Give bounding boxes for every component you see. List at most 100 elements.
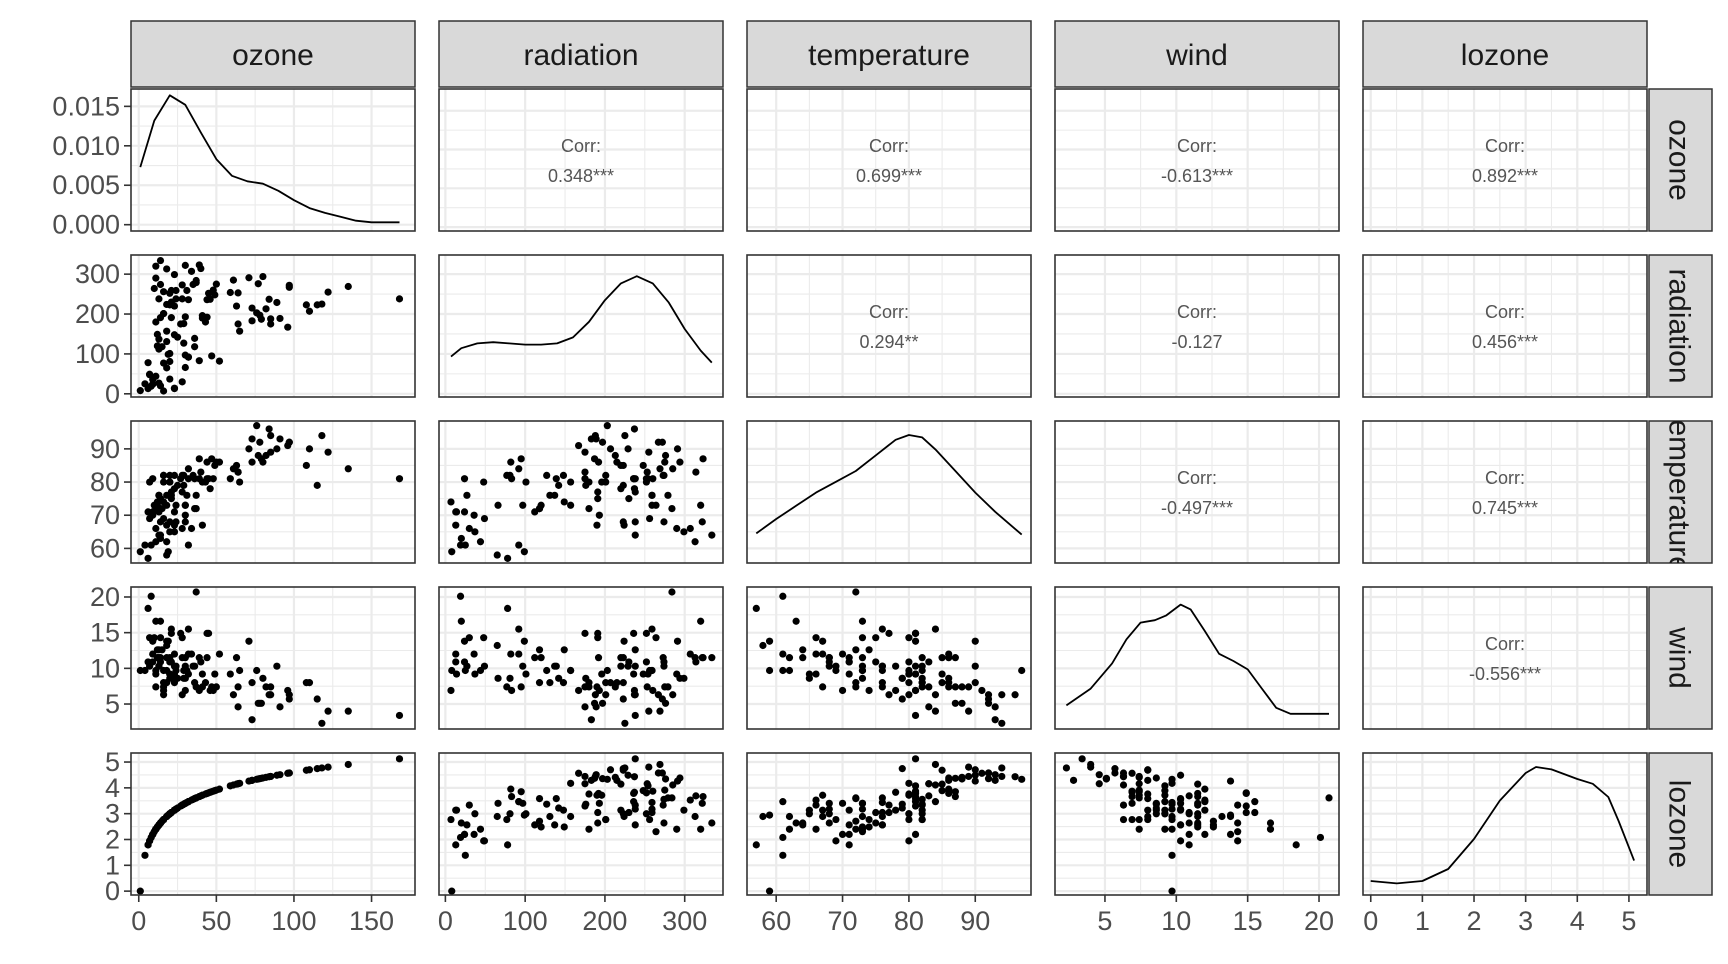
scatter-point: [180, 481, 188, 489]
scatter-point: [159, 478, 168, 486]
scatter-point: [460, 475, 469, 483]
scatter-point: [1144, 766, 1152, 774]
scatter-point: [324, 288, 332, 296]
panel-temperature-radiation: [438, 420, 724, 564]
scatter-point: [163, 551, 171, 559]
x-tick-label: 15: [1233, 906, 1263, 936]
scatter-point: [918, 662, 926, 670]
scatter-point: [465, 524, 473, 533]
scatter-point: [191, 662, 199, 670]
scatter-point: [276, 314, 284, 323]
corr-value: -0.556***: [1469, 664, 1541, 684]
scatter-point: [344, 760, 352, 769]
scatter-point: [785, 812, 794, 821]
x-tick-label: 5: [1621, 906, 1636, 936]
scatter-point: [785, 825, 794, 833]
scatter-point: [195, 455, 203, 463]
scatter-point: [631, 755, 639, 763]
panel-border: [1362, 752, 1648, 896]
strip-ozone: [130, 20, 416, 88]
x-tick-label: 10: [1161, 906, 1191, 936]
panel-ozone-temperature: Corr: 0.699***: [746, 88, 1032, 232]
scatter-point: [878, 821, 886, 829]
scatter-point: [845, 658, 853, 666]
scatter-point: [166, 528, 174, 536]
scatter-point: [658, 438, 666, 446]
scatter-point: [1152, 774, 1160, 782]
scatter-point: [958, 683, 966, 691]
scatter-point: [692, 658, 700, 666]
scatter-point: [592, 435, 600, 443]
scatter-point: [945, 679, 953, 687]
y-tick-label: 0.015: [52, 91, 120, 121]
scatter-point: [166, 301, 174, 309]
panel-temperature-temperature: [746, 420, 1032, 564]
scatter-point: [493, 641, 501, 650]
scatter-point: [779, 798, 787, 806]
scatter-point: [201, 318, 210, 326]
scatter-point: [471, 670, 479, 678]
scatter-point: [619, 695, 627, 703]
scatter-point: [805, 670, 813, 678]
scatter-point: [267, 320, 275, 328]
scatter-point: [648, 808, 656, 817]
scatter-point: [878, 798, 886, 807]
scatter-point: [812, 634, 820, 642]
scatter-point: [313, 695, 321, 703]
scatter-point: [631, 531, 639, 539]
scatter-point: [559, 679, 568, 687]
panel-border: [746, 88, 1032, 232]
scatter-point: [686, 524, 694, 533]
scatter-point: [965, 772, 973, 781]
scatter-point: [1128, 815, 1136, 824]
scatter-point: [181, 518, 189, 526]
scatter-point: [832, 662, 840, 670]
scatter-point: [631, 711, 639, 720]
scatter-point: [958, 773, 966, 781]
scatter-point: [918, 810, 926, 818]
scatter-point: [752, 841, 760, 849]
scatter-point: [254, 280, 262, 288]
scatter-point: [535, 679, 544, 687]
panel-background: [131, 421, 415, 563]
scatter-point: [507, 650, 515, 658]
scatter-point: [198, 478, 206, 486]
y-tick-label: 15: [90, 618, 120, 648]
scatter-point: [187, 267, 196, 275]
scatter-point: [692, 468, 700, 476]
scatter-point: [658, 769, 666, 777]
scatter-point: [503, 815, 511, 824]
corr-label: Corr:: [1177, 136, 1217, 156]
scatter-point: [476, 538, 485, 546]
scatter-point: [166, 518, 174, 526]
scatter-point: [911, 662, 920, 670]
scatter-point: [1226, 777, 1235, 785]
scatter-point: [965, 763, 973, 771]
scatter-point: [560, 823, 568, 831]
scatter-point: [1168, 798, 1176, 807]
scatter-point: [149, 830, 157, 838]
panel-ozone-wind: Corr: -0.613***: [1054, 88, 1340, 232]
scatter-point: [559, 471, 568, 480]
scatter-point: [648, 491, 656, 499]
scatter-point: [522, 670, 530, 678]
scatter-point: [779, 833, 787, 842]
panel-border: [438, 752, 724, 896]
scatter-point: [471, 810, 479, 818]
panel-lozone-ozone: [130, 752, 416, 896]
scatter-point: [324, 707, 332, 715]
scatter-point: [918, 815, 926, 824]
scatter-point: [625, 808, 633, 817]
scatter-point: [697, 617, 705, 625]
panel-radiation-temperature: Corr: 0.294**: [746, 254, 1032, 398]
scatter-point: [141, 851, 149, 859]
scatter-point: [885, 808, 893, 817]
scatter-point: [234, 468, 242, 476]
scatter-point: [1135, 815, 1143, 824]
scatter-point: [669, 781, 677, 789]
scatter-point: [832, 815, 840, 824]
scatter-point: [984, 699, 993, 707]
scatter-point: [898, 674, 906, 682]
scatter-point: [918, 801, 926, 809]
scatter-point: [1119, 815, 1128, 824]
